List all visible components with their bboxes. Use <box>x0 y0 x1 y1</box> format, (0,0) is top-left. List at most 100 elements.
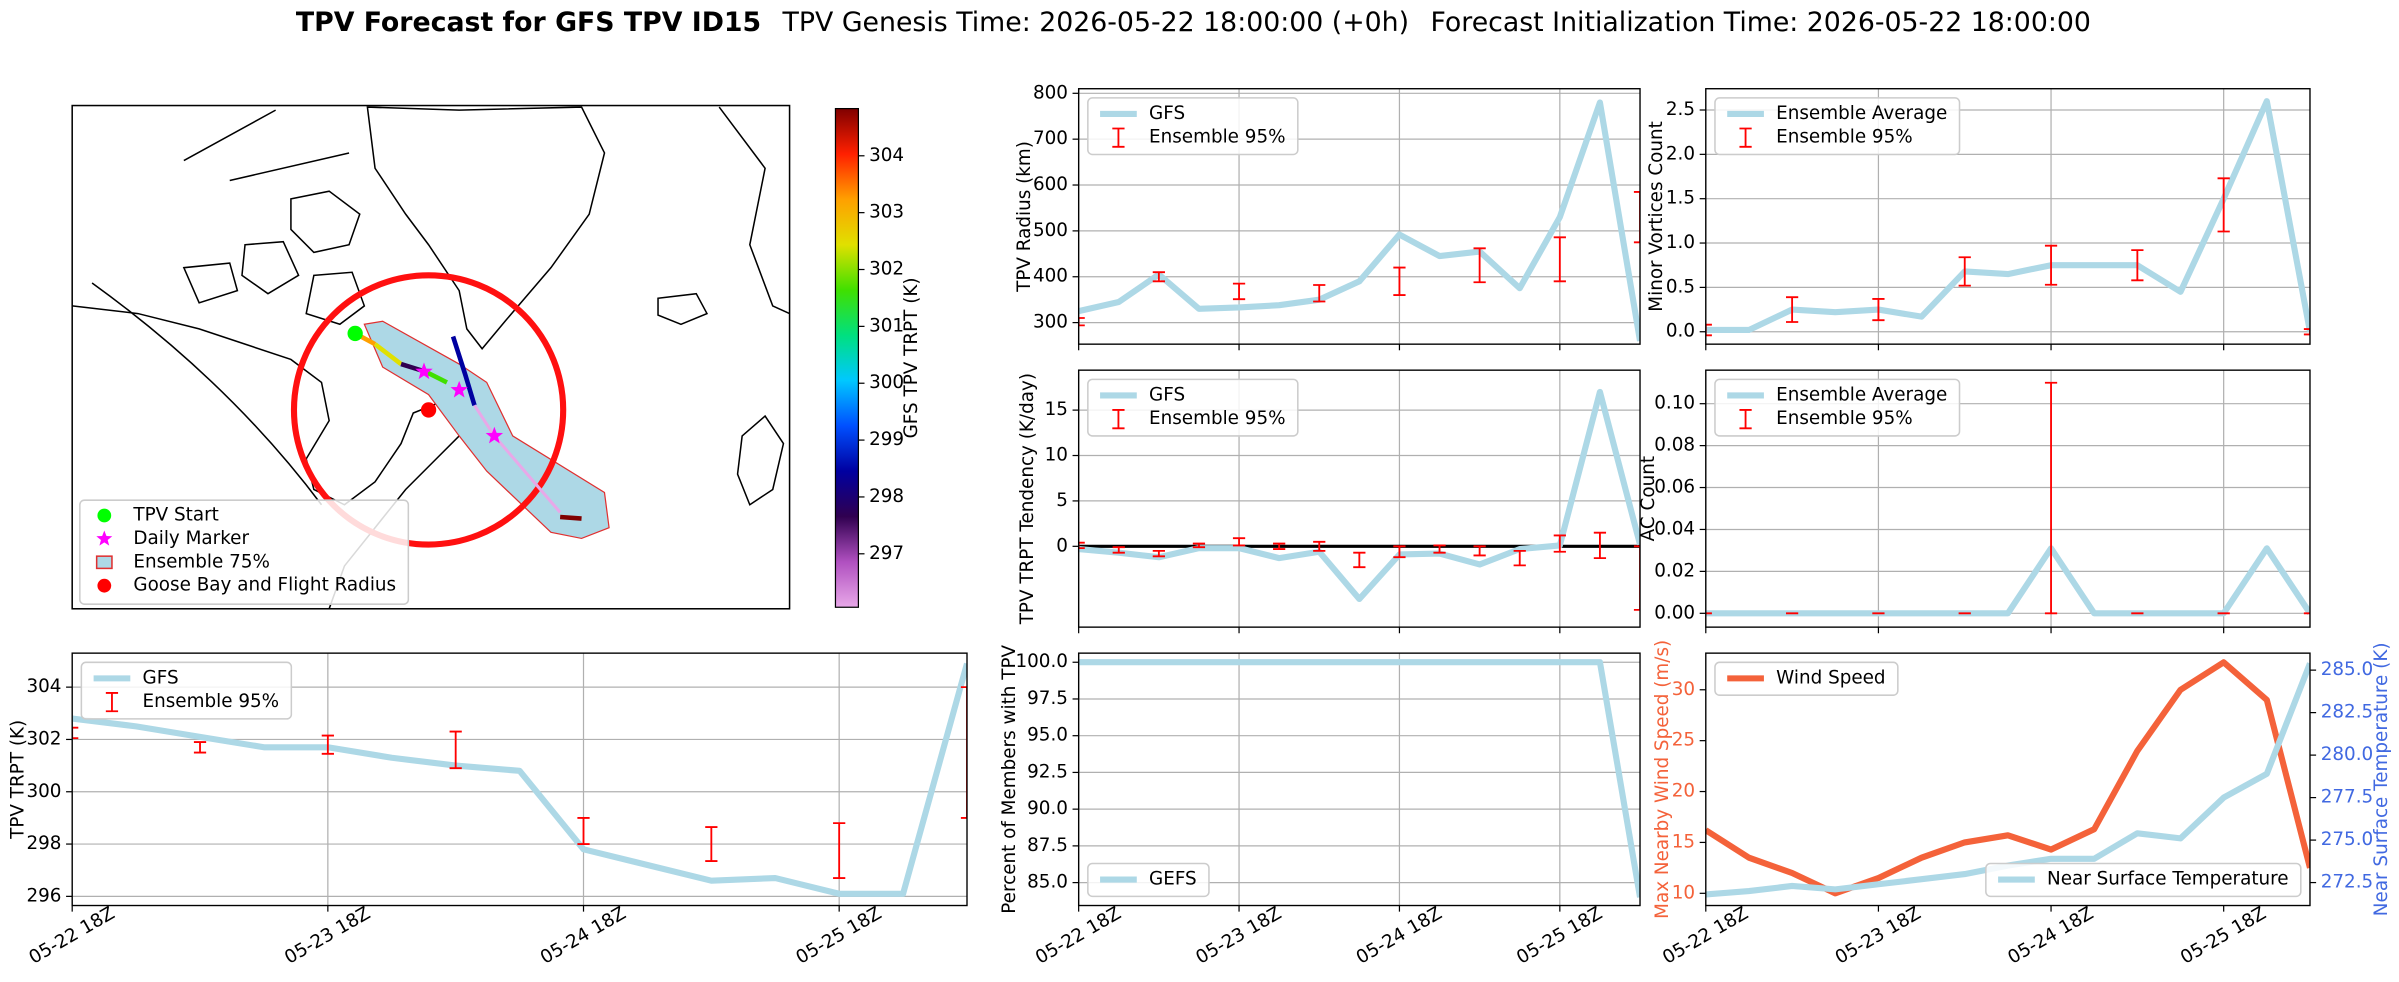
y-tick-label: 296 <box>26 885 61 906</box>
y-tick-label: 500 <box>1033 220 1068 241</box>
map-frame <box>71 104 791 610</box>
y-tick-label: 20 <box>1672 781 1695 802</box>
line <box>1705 545 2310 617</box>
line <box>1705 98 2310 334</box>
goose-bay <box>420 402 437 418</box>
legend-label: Ensemble 95% <box>1776 408 1913 429</box>
error-bar <box>1152 271 1165 283</box>
legend-item: Ensemble Average <box>1727 384 1947 405</box>
legend-marker <box>96 530 113 546</box>
legend-label: Ensemble 95% <box>1149 408 1286 429</box>
error-bar <box>1152 549 1165 558</box>
y-tick-label: 0.0 <box>1666 321 1695 342</box>
error-bar <box>1393 545 1406 559</box>
legend-label: GFS <box>143 667 179 688</box>
error-bar <box>1112 546 1125 554</box>
boundary <box>91 109 350 506</box>
y-tick-label: 25 <box>1672 730 1695 751</box>
y-tick-label: 700 <box>1033 128 1068 149</box>
error-bar <box>833 822 846 879</box>
y-tick-label: 87.5 <box>1027 835 1068 856</box>
error-bar <box>1353 551 1366 569</box>
legend-item: Ensemble 95% <box>1112 127 1286 148</box>
error-bar <box>1473 545 1486 557</box>
error-bar <box>1593 531 1607 560</box>
y-tick-label: 30 <box>1672 679 1695 700</box>
plot-area <box>1078 99 1641 342</box>
y-tick-label: 298 <box>26 833 61 854</box>
legend-box <box>79 499 410 605</box>
y-axis-label: Max Nearby Wind Speed (m/s) <box>1652 640 1673 919</box>
legend-label: Ensemble 75% <box>133 551 270 572</box>
legend-label: Wind Speed <box>1776 667 1885 688</box>
error-bar <box>2044 244 2058 286</box>
legend-item: Ensemble 95% <box>1739 408 1913 430</box>
legend-box <box>1714 661 1899 696</box>
colorbar-label: GFS TPV TRPT (K) <box>901 277 922 438</box>
error-bar <box>1553 236 1566 283</box>
legend-item: Ensemble 95% <box>1739 127 1913 148</box>
y2-tick-label: 285.0 <box>2321 659 2374 680</box>
legend: GFS Ensemble 95% <box>80 661 293 720</box>
error-bar <box>193 741 207 754</box>
error-bar <box>1513 549 1526 567</box>
plot-area <box>1078 388 1641 611</box>
legend-item: GFS <box>1100 103 1185 124</box>
track <box>373 342 403 366</box>
error-bar <box>577 816 590 845</box>
error-bar <box>1232 537 1246 547</box>
colorbar-tick-label: 299 <box>869 429 904 450</box>
y-tick-label: 0.04 <box>1654 518 1695 539</box>
legend-box <box>1087 97 1299 156</box>
y-axis-label: Minor Vortices Count <box>1646 121 1667 312</box>
legend-item: GFS <box>1100 384 1185 405</box>
error-bar <box>1078 541 1085 550</box>
error-bar <box>1958 256 1971 287</box>
error-bar <box>2131 249 2144 282</box>
line <box>72 662 968 897</box>
line <box>1705 659 2310 897</box>
legend-box <box>1985 862 2302 898</box>
line <box>1078 99 1641 342</box>
coastline <box>72 305 461 609</box>
y-tick-label: 15 <box>1045 399 1068 420</box>
error-bar <box>2217 177 2230 233</box>
legend-glyph <box>1739 127 1752 148</box>
daily-marker <box>415 362 433 380</box>
daily-marker <box>485 426 504 444</box>
y-tick-label: 300 <box>1033 312 1068 333</box>
error-bar <box>1232 282 1246 301</box>
y2-tick-label: 282.5 <box>2321 702 2374 723</box>
y-tick-label: 2.5 <box>1666 99 1695 120</box>
map <box>72 106 790 609</box>
error-bar <box>1872 298 1885 322</box>
legend-item: GFS <box>93 667 179 688</box>
y-tick-label: 100.0 <box>1015 651 1068 672</box>
legend-glyph <box>1739 409 1752 430</box>
error-bar <box>321 734 334 755</box>
legend-label: GFS <box>1149 384 1185 405</box>
legend-item: GEFS <box>1100 869 1197 890</box>
error-bar <box>2303 328 2310 336</box>
plot-area <box>1078 659 1641 898</box>
y2-tick-label: 275.0 <box>2321 829 2374 850</box>
legend: GFS Ensemble 95% <box>1087 97 1299 156</box>
legend-item: Ensemble Average <box>1727 103 1947 124</box>
error-bar <box>705 826 718 862</box>
y2-axis-label: Near Surface Temperature (K) <box>2371 642 2392 916</box>
y-axis-label: TPV TRPT (K) <box>8 720 29 840</box>
y2-tick-label: 280.0 <box>2321 744 2374 765</box>
y-tick-label: 10 <box>1672 882 1695 903</box>
error-bar <box>1078 317 1085 327</box>
colorbar-tick-label: 302 <box>869 259 904 280</box>
legend-label: GFS <box>1149 103 1185 124</box>
coastline <box>182 190 366 326</box>
title-main: TPV Forecast for GFS TPV ID15 <box>296 6 761 37</box>
figure-title: TPV Forecast for GFS TPV ID15 TPV Genesis… <box>296 6 2091 37</box>
plot-area <box>1705 98 2310 337</box>
error-bar <box>72 726 79 740</box>
legend-label: Near Surface Temperature <box>2047 869 2289 890</box>
y-tick-label: 300 <box>26 781 61 802</box>
line <box>1078 388 1641 603</box>
legend: GFS Ensemble 95% <box>1087 378 1299 437</box>
